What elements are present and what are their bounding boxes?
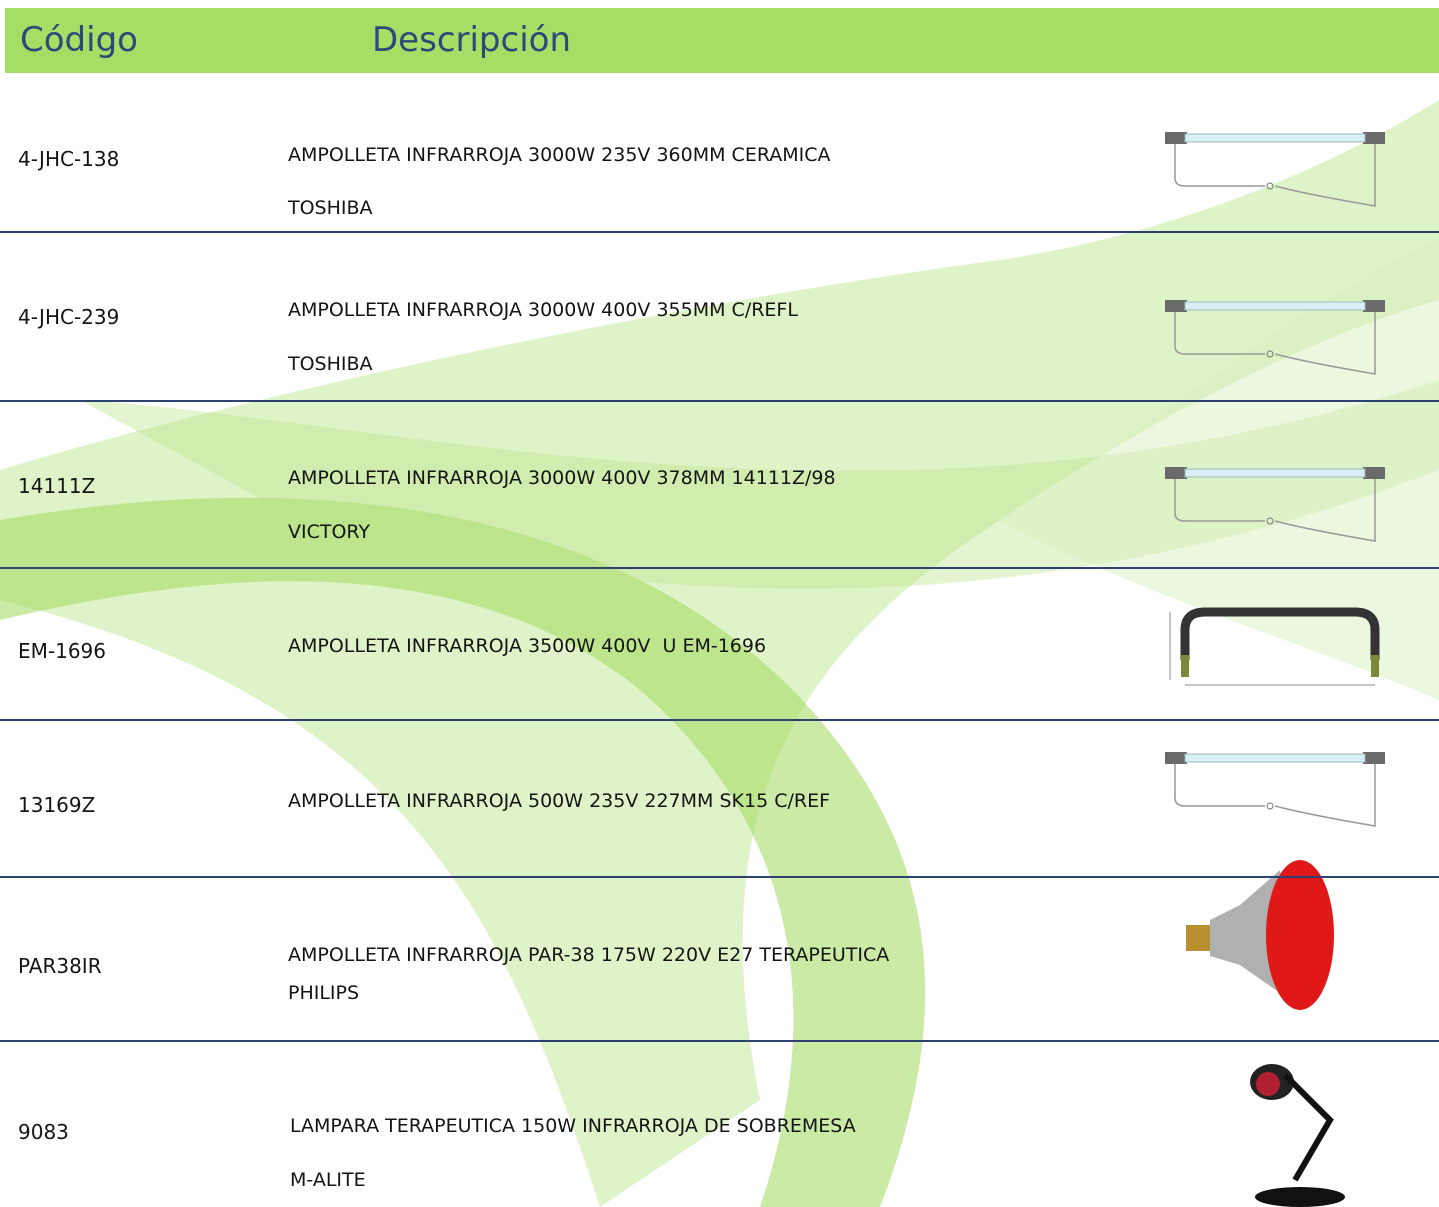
product-description: PHILIPS [288, 982, 360, 1004]
row-separator [0, 1040, 1439, 1042]
product-description: VICTORY [288, 521, 371, 543]
tube-image [1165, 299, 1385, 375]
header-description: Descripción [372, 20, 572, 60]
row-separator [0, 719, 1439, 721]
product-description: AMPOLLETA INFRARROJA 3500W 400V U EM-169… [288, 635, 767, 657]
row-separator [0, 876, 1439, 878]
product-description: AMPOLLETA INFRARROJA 3000W 400V 378MM 14… [288, 467, 836, 489]
tube-image [1165, 751, 1385, 827]
product-code: 4-JHC-239 [18, 305, 120, 329]
tube-image [1165, 131, 1385, 207]
desk-lamp-image [1250, 1064, 1345, 1207]
row-separator [0, 231, 1439, 233]
row-separator [0, 400, 1439, 402]
product-description: AMPOLLETA INFRARROJA 3000W 235V 360MM CE… [288, 144, 831, 166]
header-bar: Código Descripción [5, 8, 1439, 73]
product-code: 4-JHC-138 [18, 147, 120, 171]
product-description: TOSHIBA [288, 197, 373, 219]
product-description: AMPOLLETA INFRARROJA PAR-38 175W 220V E2… [288, 944, 890, 966]
product-description: AMPOLLETA INFRARROJA 500W 235V 227MM SK1… [288, 790, 831, 812]
par-bulb-image [1186, 860, 1334, 1010]
product-code: 9083 [18, 1120, 69, 1144]
tube-image [1165, 466, 1385, 542]
product-code: EM-1696 [18, 639, 107, 663]
product-description: AMPOLLETA INFRARROJA 3000W 400V 355MM C/… [288, 299, 798, 321]
product-code: 14111Z [18, 474, 96, 498]
product-description: TOSHIBA [288, 353, 373, 375]
product-description: M-ALITE [290, 1169, 366, 1191]
header-code: Código [20, 20, 138, 60]
u-tube-image [1169, 607, 1380, 686]
row-separator [0, 567, 1439, 569]
product-code: PAR38IR [18, 954, 102, 978]
product-code: 13169Z [18, 793, 96, 817]
product-description: LAMPARA TERAPEUTICA 150W INFRARROJA DE S… [290, 1115, 856, 1137]
